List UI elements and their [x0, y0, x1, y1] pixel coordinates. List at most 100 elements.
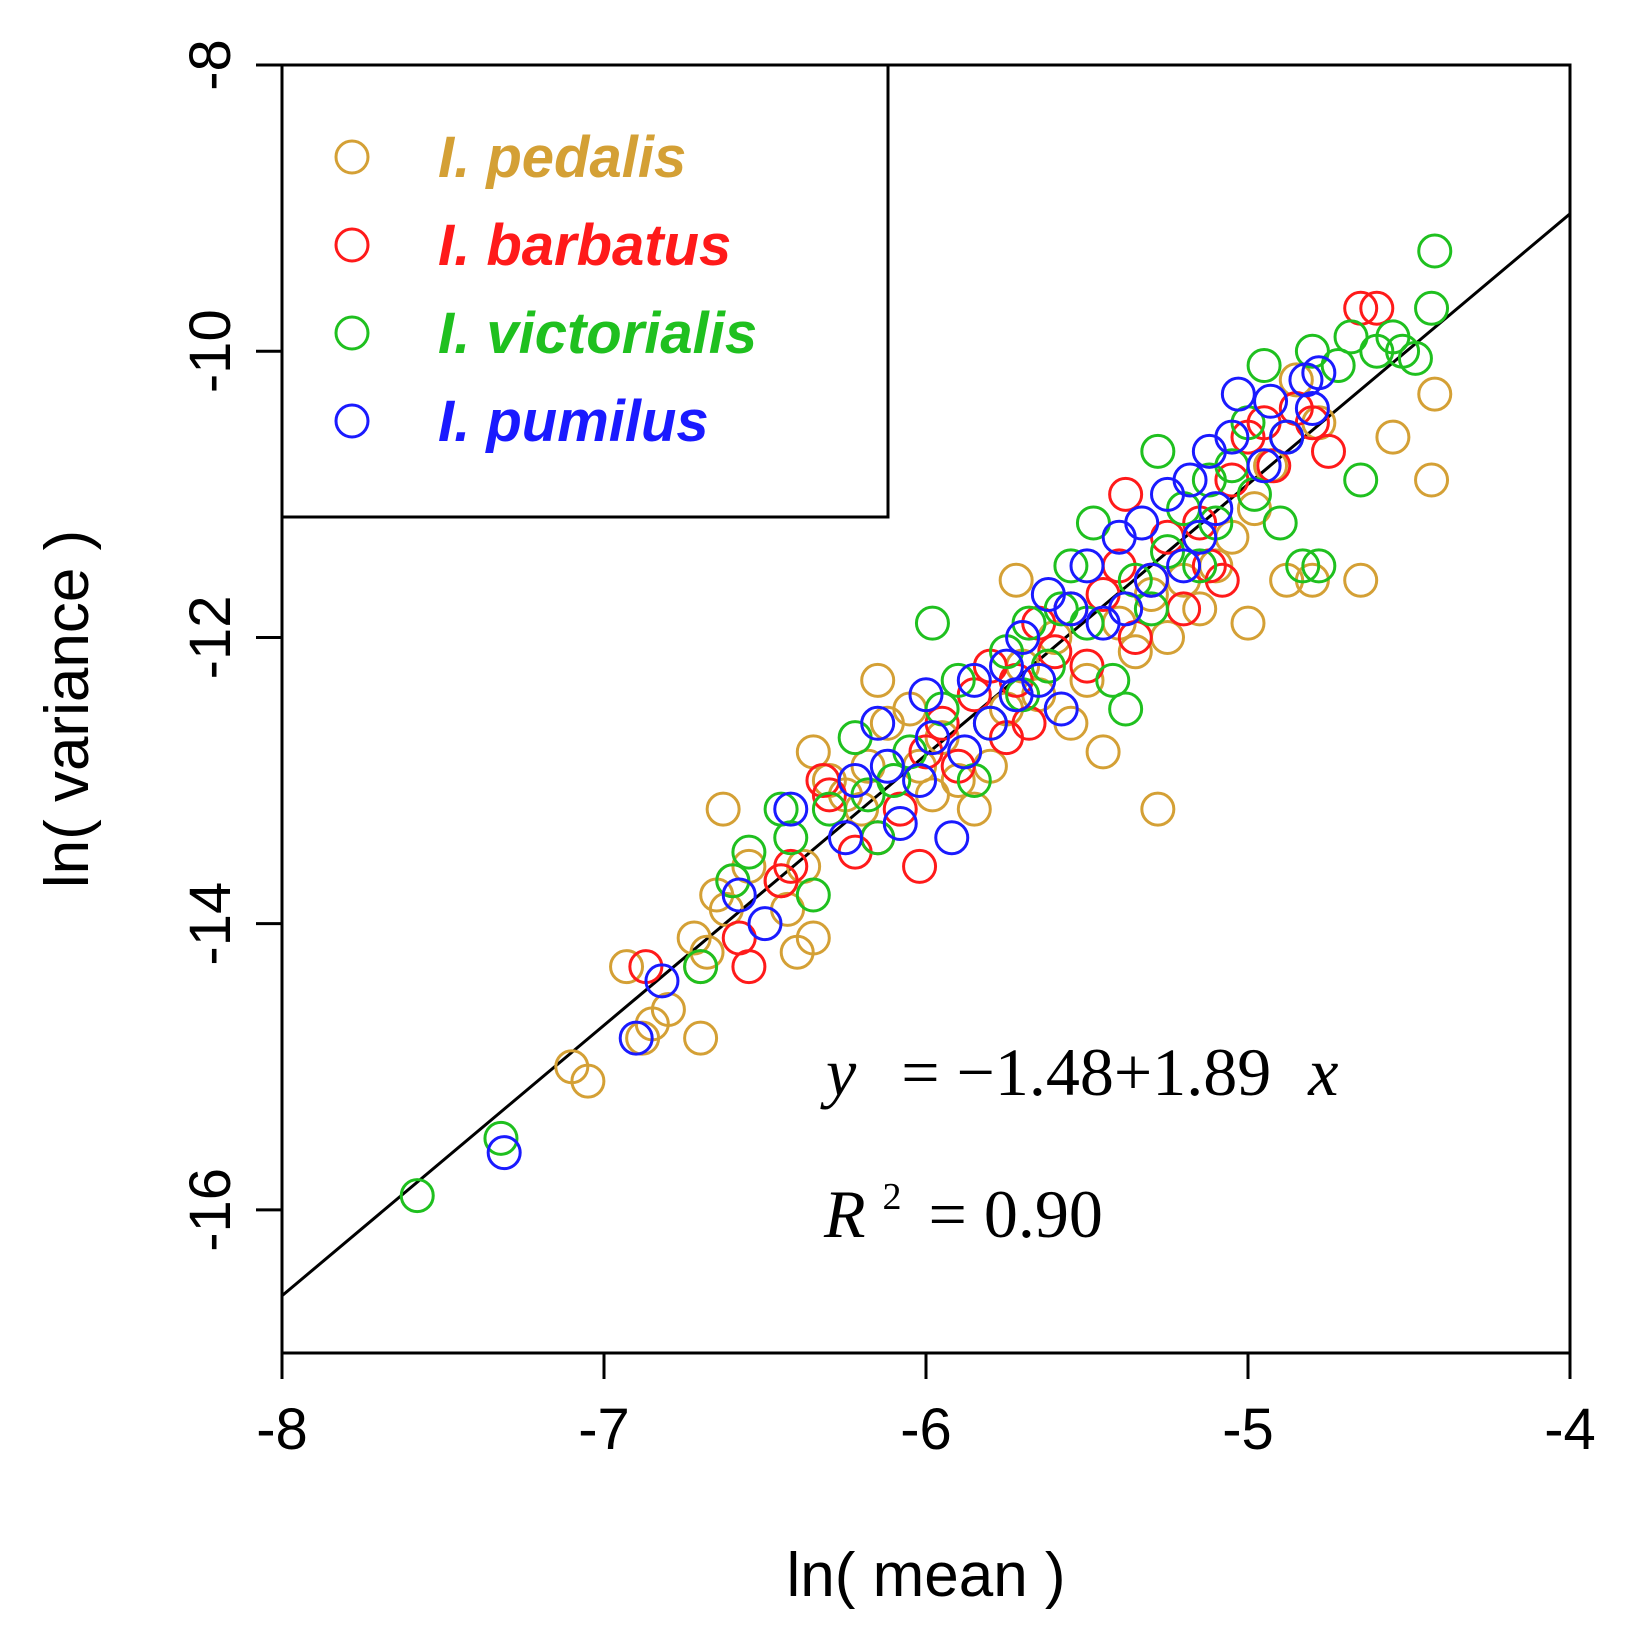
point-i-barbatus [882, 791, 918, 827]
point-i-pedalis [705, 791, 741, 827]
x-tick-label: -7 [578, 1397, 630, 1462]
point-i-pumilus [947, 734, 983, 770]
point-i-pedalis [956, 791, 992, 827]
y-tick-label: -14 [178, 882, 243, 966]
point-i-pumilus [1294, 390, 1330, 426]
point-i-pumilus [1030, 577, 1066, 613]
y-tick-label: -10 [178, 309, 243, 393]
point-i-pumilus [972, 705, 1008, 741]
point-i-victorialis [1285, 548, 1321, 584]
point-i-victorialis [483, 1120, 519, 1156]
point-i-pumilus [721, 877, 757, 913]
point-i-pedalis [609, 949, 645, 985]
point-i-victorialis [837, 720, 873, 756]
x-tick-label: -5 [1222, 1397, 1274, 1462]
point-i-pumilus [486, 1135, 522, 1171]
legend-marker-i-pedalis [334, 139, 370, 175]
point-i-pumilus [837, 763, 873, 799]
point-i-victorialis [399, 1178, 435, 1214]
point-i-victorialis [1108, 691, 1144, 727]
point-i-pumilus [1069, 548, 1105, 584]
legend: I. pedalis I. barbatus I. victorialis I. pu… [280, 63, 890, 519]
point-i-pedalis [683, 1020, 719, 1056]
point-i-pumilus [618, 1020, 654, 1056]
x-tick-label: -6 [900, 1397, 952, 1462]
point-i-victorialis [1301, 548, 1337, 584]
point-i-victorialis [1397, 340, 1433, 376]
point-i-barbatus [1108, 476, 1144, 512]
point-i-victorialis [1095, 662, 1131, 698]
point-i-pedalis [1117, 634, 1153, 670]
point-i-pumilus [860, 705, 896, 741]
point-i-victorialis [1246, 348, 1282, 384]
point-i-victorialis [795, 877, 831, 913]
point-i-pumilus [1198, 491, 1234, 527]
point-i-barbatus [1311, 433, 1346, 469]
point-i-pumilus [934, 820, 970, 856]
legend-label-i-barbatus: I. barbatus [438, 213, 731, 278]
legend-label-i-victorialis: I. victorialis [438, 301, 757, 366]
axes-layer: -8 -7 -6 -5 -4 -16 -14 -12 -10 -8 [178, 39, 1596, 1462]
point-i-victorialis [1140, 433, 1176, 469]
point-i-barbatus [1359, 290, 1395, 326]
equation-text: y = −1.48+1.89 x [820, 1034, 1338, 1110]
point-i-victorialis [1320, 348, 1356, 384]
point-i-pumilus [1166, 548, 1202, 584]
point-i-pedalis [1230, 605, 1266, 641]
point-i-pumilus [1172, 462, 1208, 498]
x-tick-label: -4 [1544, 1397, 1596, 1462]
point-i-pedalis [1343, 562, 1379, 598]
point-i-pedalis [940, 763, 976, 799]
point-i-victorialis [1133, 591, 1169, 627]
point-i-pumilus [1246, 448, 1282, 484]
point-i-victorialis [1414, 290, 1450, 326]
legend-marker-i-barbatus [334, 227, 370, 263]
y-tick-label: -8 [178, 39, 243, 91]
point-i-barbatus [731, 949, 767, 985]
point-i-pumilus [956, 662, 992, 698]
point-i-barbatus [1256, 448, 1292, 484]
x-tick-label: -8 [256, 1397, 308, 1462]
points-layer [399, 233, 1453, 1214]
point-i-pumilus [908, 677, 944, 713]
point-i-victorialis [860, 820, 896, 856]
point-i-pumilus [1005, 619, 1041, 655]
point-i-pedalis [1085, 734, 1121, 770]
point-i-pedalis [1182, 591, 1218, 627]
point-i-barbatus [773, 848, 809, 884]
x-axis-title: ln( mean ) [786, 1541, 1065, 1610]
point-i-pedalis [1417, 376, 1453, 412]
point-i-victorialis [683, 949, 719, 985]
y-axis-title: ln( variance ) [33, 530, 102, 888]
point-i-pumilus [1301, 355, 1337, 391]
point-i-victorialis [1417, 233, 1453, 269]
y-tick-label: -16 [178, 1168, 243, 1252]
point-i-pumilus [869, 748, 905, 784]
point-i-pedalis [1278, 362, 1314, 398]
point-i-victorialis [811, 791, 847, 827]
point-i-pedalis [998, 562, 1034, 598]
point-i-pumilus [1043, 691, 1079, 727]
point-i-victorialis [1182, 548, 1218, 584]
point-i-victorialis [914, 605, 950, 641]
legend-marker-i-pumilus [334, 403, 370, 439]
point-i-pumilus [902, 763, 938, 799]
point-i-pedalis [1069, 662, 1105, 698]
point-i-pumilus [773, 791, 809, 827]
legend-label-i-pedalis: I. pedalis [438, 125, 686, 190]
point-i-pedalis [795, 920, 831, 956]
point-i-victorialis [731, 834, 767, 870]
point-i-victorialis [1262, 505, 1298, 541]
legend-marker-i-victorialis [334, 315, 370, 351]
point-i-pumilus [1133, 562, 1169, 598]
regression-annotation: y = −1.48+1.89 x R 2 = 0.90 [820, 1034, 1338, 1252]
legend-label-i-pumilus: I. pumilus [438, 389, 709, 454]
legend-box [280, 63, 890, 519]
point-i-victorialis [1053, 548, 1089, 584]
point-i-pedalis [1375, 419, 1411, 455]
point-i-pedalis [650, 992, 686, 1028]
r-squared-text: R 2 = 0.90 [823, 1148, 1103, 1252]
point-i-pumilus [747, 906, 783, 942]
point-i-pumilus [1124, 505, 1160, 541]
